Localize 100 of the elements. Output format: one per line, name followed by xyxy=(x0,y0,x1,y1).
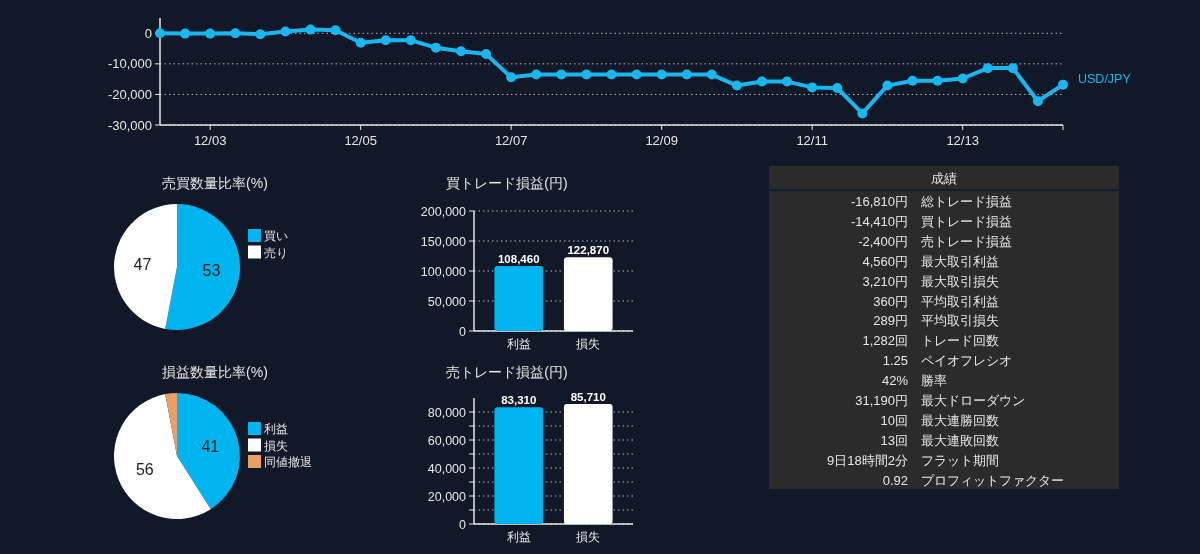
point xyxy=(882,80,893,91)
legend-label: 損失 xyxy=(264,439,288,452)
point xyxy=(280,26,291,37)
text: 勝率 xyxy=(921,373,947,389)
data-label: 47 xyxy=(133,255,152,273)
point xyxy=(380,35,391,46)
text: 最大ドローダウン xyxy=(921,393,1025,408)
legend-label: 買い xyxy=(264,230,288,242)
y-tick-label: 0 xyxy=(459,517,467,532)
y-tick-label: 100,000 xyxy=(420,264,467,279)
point xyxy=(355,37,366,48)
point xyxy=(531,69,542,80)
series-label: USD/JPY xyxy=(1078,71,1132,86)
point xyxy=(405,35,416,46)
text: -2,400円 xyxy=(858,233,908,249)
text: 平均取引損失 xyxy=(921,313,999,329)
x-tick-label: 12/05 xyxy=(344,133,377,148)
y-tick-label: -20,000 xyxy=(107,86,152,102)
point xyxy=(982,63,993,74)
text: プロフィットファクター xyxy=(921,472,1064,488)
point xyxy=(180,28,191,39)
x-tick-label: 12/09 xyxy=(645,133,678,148)
point xyxy=(656,69,667,80)
text: 平均取引利益 xyxy=(921,293,999,309)
legend-label: 売り xyxy=(264,246,288,259)
data-label: 53 xyxy=(202,262,221,280)
data-label: 122,870 xyxy=(567,244,610,257)
point xyxy=(1032,96,1043,107)
point xyxy=(907,75,918,86)
text: 4,560円 xyxy=(862,253,908,269)
text: 買トレード損益 xyxy=(921,213,1012,229)
point xyxy=(456,46,466,57)
x-tick-label: 12/11 xyxy=(796,133,828,148)
point xyxy=(782,76,793,87)
point xyxy=(681,69,692,80)
pie-slice xyxy=(177,393,240,510)
text: 最大取引損失 xyxy=(921,273,999,289)
legend-label: 同値撤退 xyxy=(264,456,312,468)
point xyxy=(731,80,742,91)
chart-title: 買トレード損益(円) xyxy=(446,175,568,191)
text: フラット期間 xyxy=(921,452,999,468)
point xyxy=(430,42,441,53)
text: トレード回数 xyxy=(921,333,999,349)
y-tick-label: 150,000 xyxy=(420,234,467,249)
y-tick-label: 20,000 xyxy=(427,489,467,504)
data-label: 85,710 xyxy=(570,391,606,404)
point xyxy=(330,25,341,36)
point xyxy=(155,28,165,39)
y-tick-label: -30,000 xyxy=(107,117,152,133)
data-label: 56 xyxy=(135,460,154,478)
x-tick-label: 12/03 xyxy=(193,133,227,148)
point xyxy=(230,28,241,39)
pie-slice xyxy=(165,204,240,330)
text: 10回 xyxy=(880,412,908,428)
text: 1,282回 xyxy=(862,333,908,349)
text: 42% xyxy=(881,373,909,389)
text: 0.92 xyxy=(882,472,908,488)
y-tick-label: 40,000 xyxy=(427,461,467,476)
pie-slice xyxy=(114,204,177,329)
point xyxy=(1007,63,1018,74)
text: 289円 xyxy=(873,313,908,329)
y-tick-label: -10,000 xyxy=(107,56,152,72)
legend-label: 利益 xyxy=(264,423,288,435)
text: -14,410円 xyxy=(850,213,908,229)
y-tick-label: 50,000 xyxy=(427,294,467,309)
point xyxy=(305,24,316,35)
point xyxy=(631,69,642,80)
data-label: 83,310 xyxy=(501,394,537,407)
x-tick-label: 12/07 xyxy=(494,133,528,148)
y-tick-label: 80,000 xyxy=(427,405,467,420)
text: 総トレード損益 xyxy=(920,194,1012,209)
point xyxy=(857,108,868,119)
text: -16,810円 xyxy=(850,194,908,209)
x-tick-label: 12/13 xyxy=(946,133,979,148)
point xyxy=(481,49,492,60)
y-tick-label: 60,000 xyxy=(427,433,467,448)
text: 3,210円 xyxy=(862,273,908,289)
point xyxy=(1058,79,1068,90)
point xyxy=(832,83,843,94)
point xyxy=(807,82,818,93)
y-tick-label: 0 xyxy=(459,324,467,339)
point xyxy=(957,73,968,84)
text: 最大連勝回数 xyxy=(921,412,999,428)
y-tick-label: 200,000 xyxy=(420,204,467,219)
pie-slice xyxy=(165,393,177,456)
text: ペイオフレシオ xyxy=(921,353,1012,369)
y-tick-label: 0 xyxy=(144,25,152,41)
text: 31,190円 xyxy=(855,393,908,408)
point xyxy=(205,28,216,39)
text: 9日18時間2分 xyxy=(827,452,908,468)
point xyxy=(606,69,617,80)
point xyxy=(556,69,567,80)
point xyxy=(581,69,592,80)
text: 1.25 xyxy=(882,353,908,369)
data-label: 41 xyxy=(201,438,220,456)
chart-title: 損益数量比率(%) xyxy=(162,364,268,380)
text: 360円 xyxy=(873,293,908,309)
point xyxy=(706,69,717,80)
text: 最大連敗回数 xyxy=(921,432,999,448)
point xyxy=(932,75,943,86)
